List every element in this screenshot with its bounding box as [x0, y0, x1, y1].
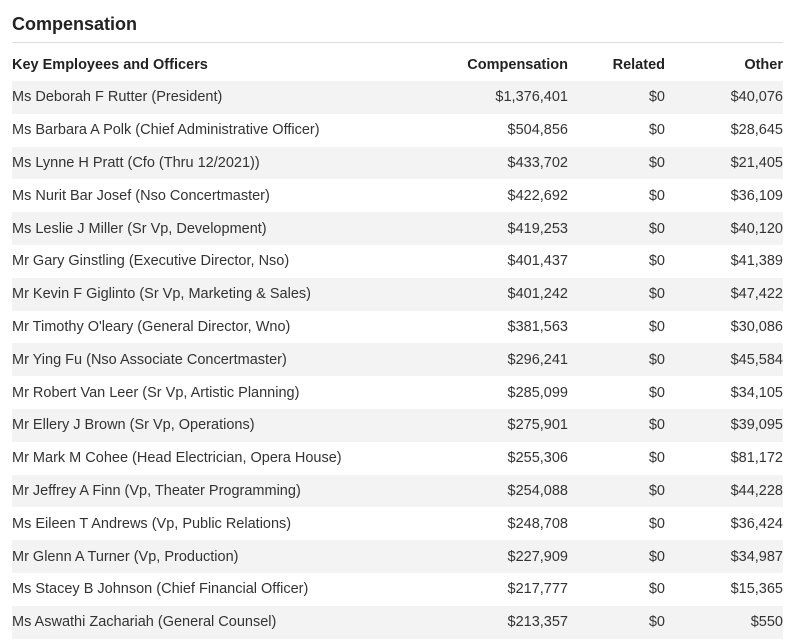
table-row: Ms Nurit Bar Josef (Nso Concertmaster) $4… [12, 179, 783, 212]
table-cell: $275,901 [507, 417, 568, 434]
table-cell: $41,389 [730, 253, 783, 270]
table-row: Mr Kevin F Giglinto (Sr Vp, Marketing & … [12, 277, 783, 311]
table-row: Mr Timothy O'leary (General Director, Wn… [12, 311, 783, 344]
table-cell: $0 [648, 220, 665, 237]
table-cell: $285,099 [507, 384, 568, 401]
table-row: Ms Lynne H Pratt (Cfo (Thru 12/2021)) $43… [12, 146, 783, 180]
table-cell: $34,987 [730, 548, 783, 565]
table-cell: $0 [648, 122, 665, 139]
table-cell: $15,365 [730, 581, 783, 598]
table-cell: Mr Mark M Cohee (Head Electrician, Opera… [12, 450, 342, 467]
table-cell: Mr Glenn A Turner (Vp, Production) [12, 548, 239, 565]
table-cell: Ms Eileen T Andrews (Vp, Public Relation… [12, 515, 292, 532]
table-cell: $0 [648, 154, 665, 171]
column-header: Compensation [467, 57, 568, 73]
table-cell: $0 [648, 253, 665, 270]
table-cell: $381,563 [507, 318, 568, 335]
table-cell: Ms Nurit Bar Josef (Nso Concertmaster) [12, 187, 270, 204]
table-cell: $0 [648, 515, 665, 532]
table-cell: $0 [648, 548, 665, 565]
table-cell: $36,109 [730, 187, 783, 204]
table-cell: $0 [648, 187, 665, 204]
table-cell: $217,777 [507, 581, 568, 598]
table-cell: $45,584 [730, 351, 783, 368]
table-cell: $1,376,401 [495, 89, 568, 106]
table-cell: Ms Stacey B Johnson (Chief Financial Off… [12, 581, 309, 598]
header-row: Key Employees and Officers Compensation Re… [12, 49, 783, 81]
table-cell: Mr Ying Fu (Nso Associate Concertmaster) [12, 351, 287, 368]
table-cell: $255,306 [507, 450, 568, 467]
table-cell: $0 [648, 384, 665, 401]
table-cell: $550 [750, 614, 783, 631]
table-cell: Ms Lynne H Pratt (Cfo (Thru 12/2021)) [12, 154, 260, 171]
table-cell: $227,909 [507, 548, 568, 565]
table-cell: $40,120 [730, 220, 783, 237]
table-cell: Ms Leslie J Miller (Sr Vp, Development) [12, 220, 267, 237]
table-body: Ms Deborah F Rutter (President) $1,376,40… [12, 81, 783, 639]
table-cell: $28,645 [730, 122, 783, 139]
table-cell: $401,437 [507, 253, 568, 270]
column-header: Key Employees and Officers [12, 57, 208, 73]
table-cell: $248,708 [507, 515, 568, 532]
table-cell: Mr Robert Van Leer (Sr Vp, Artistic Plan… [12, 384, 300, 401]
column-header: Other [744, 57, 783, 73]
table-row: Mr Jeffrey A Finn (Vp, Theater Programmi… [12, 474, 783, 508]
compensation-table: Key Employees and Officers Compensation Re… [12, 49, 783, 639]
table-cell: $34,105 [730, 384, 783, 401]
table-row: Ms Leslie J Miller (Sr Vp, Development) $… [12, 212, 783, 245]
table-row: Ms Aswathi Zachariah (General Counsel) $2… [12, 605, 783, 639]
table-cell: $40,076 [730, 89, 783, 106]
table-cell: $0 [648, 482, 665, 499]
table-cell: $0 [648, 89, 665, 106]
divider [12, 42, 783, 43]
table-cell: $401,242 [507, 286, 568, 303]
table-cell: Ms Barbara A Polk (Chief Administrative … [12, 122, 320, 139]
table-row: Mr Robert Van Leer (Sr Vp, Artistic Plan… [12, 376, 783, 409]
table-row: Mr Ellery J Brown (Sr Vp, Operations) $27… [12, 408, 783, 442]
table-cell: $296,241 [507, 351, 568, 368]
table-cell: $44,228 [730, 482, 783, 499]
table-cell: Mr Jeffrey A Finn (Vp, Theater Programmi… [12, 482, 301, 499]
table-row: Ms Eileen T Andrews (Vp, Public Relation… [12, 507, 783, 540]
table-cell: $422,692 [507, 187, 568, 204]
section-title: Compensation [12, 14, 138, 34]
table-cell: $0 [648, 450, 665, 467]
table-cell: $0 [648, 351, 665, 368]
table-cell: $0 [648, 417, 665, 434]
table-row: Mr Gary Ginstling (Executive Director, N… [12, 245, 783, 278]
table-cell: $21,405 [730, 154, 783, 171]
table-cell: $0 [648, 318, 665, 335]
column-header: Related [612, 57, 665, 73]
table-cell: $433,702 [507, 154, 568, 171]
table-cell: $0 [648, 581, 665, 598]
table-cell: $81,172 [730, 450, 783, 467]
table-cell: $504,856 [507, 122, 568, 139]
table-row: Ms Barbara A Polk (Chief Administrative … [12, 114, 783, 147]
table-cell: Ms Aswathi Zachariah (General Counsel) [12, 614, 277, 631]
table-cell: $0 [648, 286, 665, 303]
table-cell: $419,253 [507, 220, 568, 237]
table-row: Mr Mark M Cohee (Head Electrician, Opera… [12, 442, 783, 475]
table-cell: Mr Kevin F Giglinto (Sr Vp, Marketing & … [12, 286, 311, 303]
table-cell: $36,424 [730, 515, 783, 532]
table-cell: Mr Timothy O'leary (General Director, Wn… [12, 318, 291, 335]
table-row: Ms Stacey B Johnson (Chief Financial Off… [12, 573, 783, 606]
table-cell: $30,086 [730, 318, 783, 335]
table-cell: $47,422 [730, 286, 783, 303]
table-cell: $254,088 [507, 482, 568, 499]
table-cell: $213,357 [507, 614, 568, 631]
table-cell: Ms Deborah F Rutter (President) [12, 89, 223, 106]
table-cell: Mr Gary Ginstling (Executive Director, N… [12, 253, 290, 270]
table-cell: $39,095 [730, 417, 783, 434]
table-row: Ms Deborah F Rutter (President) $1,376,40… [12, 81, 783, 114]
table-cell: $0 [648, 614, 665, 631]
table-cell: Mr Ellery J Brown (Sr Vp, Operations) [12, 417, 255, 434]
table-row: Mr Ying Fu (Nso Associate Concertmaster)… [12, 343, 783, 377]
table-row: Mr Glenn A Turner (Vp, Production) $227,9… [12, 540, 783, 573]
